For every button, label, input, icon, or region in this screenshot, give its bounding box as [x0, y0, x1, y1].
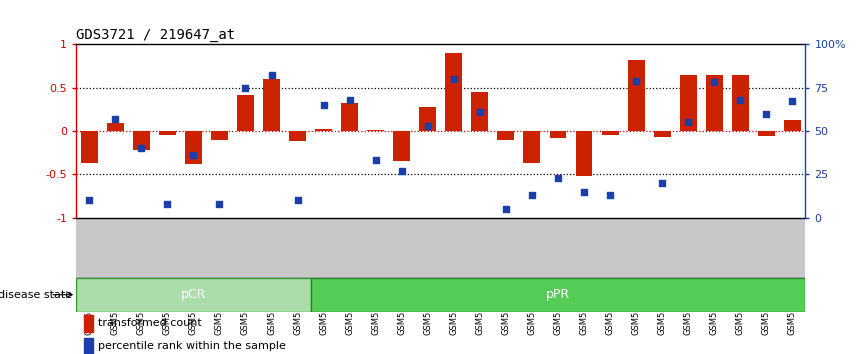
Point: [186, 153, 200, 158]
Bar: [107, 123, 124, 131]
Point: [656, 180, 669, 186]
Point: [682, 120, 695, 125]
Bar: [654, 131, 670, 137]
Bar: [132, 131, 150, 150]
Bar: [471, 92, 488, 131]
Bar: [758, 131, 775, 136]
Bar: [311, 278, 805, 312]
Point: [708, 80, 721, 85]
Bar: [419, 107, 436, 131]
Bar: [289, 131, 306, 141]
Bar: [341, 103, 359, 131]
Bar: [497, 131, 514, 140]
Bar: [81, 131, 98, 163]
Point: [473, 109, 487, 115]
Text: disease state: disease state: [0, 290, 72, 300]
Bar: [315, 129, 332, 131]
Point: [630, 78, 643, 84]
Point: [395, 168, 409, 174]
Bar: [84, 315, 94, 332]
Bar: [523, 131, 540, 163]
Bar: [263, 79, 280, 131]
Point: [734, 97, 747, 103]
Text: pCR: pCR: [181, 288, 206, 301]
Point: [265, 73, 279, 78]
Text: GDS3721 / 219647_at: GDS3721 / 219647_at: [76, 28, 236, 42]
Bar: [628, 60, 644, 131]
Point: [785, 99, 799, 104]
Point: [369, 158, 383, 163]
Bar: [158, 131, 176, 135]
Point: [212, 201, 226, 207]
Bar: [185, 131, 202, 164]
Bar: [237, 95, 254, 131]
Bar: [445, 53, 462, 131]
Bar: [576, 131, 592, 176]
Bar: [680, 75, 696, 131]
Point: [603, 192, 617, 198]
Point: [317, 102, 331, 108]
Bar: [706, 75, 723, 131]
Point: [160, 201, 174, 207]
Bar: [732, 75, 749, 131]
Point: [421, 123, 435, 129]
Text: pPR: pPR: [546, 288, 570, 301]
Bar: [550, 131, 566, 138]
Point: [525, 192, 539, 198]
Text: transformed count: transformed count: [98, 319, 201, 329]
Point: [134, 145, 148, 151]
Point: [291, 198, 305, 203]
Point: [759, 111, 773, 116]
Point: [499, 206, 513, 212]
Bar: [84, 338, 94, 354]
Bar: [211, 131, 228, 140]
Point: [108, 116, 122, 122]
Point: [82, 198, 96, 203]
Bar: [393, 131, 410, 161]
Bar: [367, 130, 385, 131]
Point: [577, 189, 591, 195]
Point: [551, 175, 565, 181]
Bar: [76, 278, 311, 312]
Point: [447, 76, 461, 82]
Point: [238, 85, 252, 91]
Point: [343, 97, 357, 103]
Text: percentile rank within the sample: percentile rank within the sample: [98, 341, 286, 350]
Bar: [784, 120, 801, 131]
Bar: [602, 131, 618, 135]
